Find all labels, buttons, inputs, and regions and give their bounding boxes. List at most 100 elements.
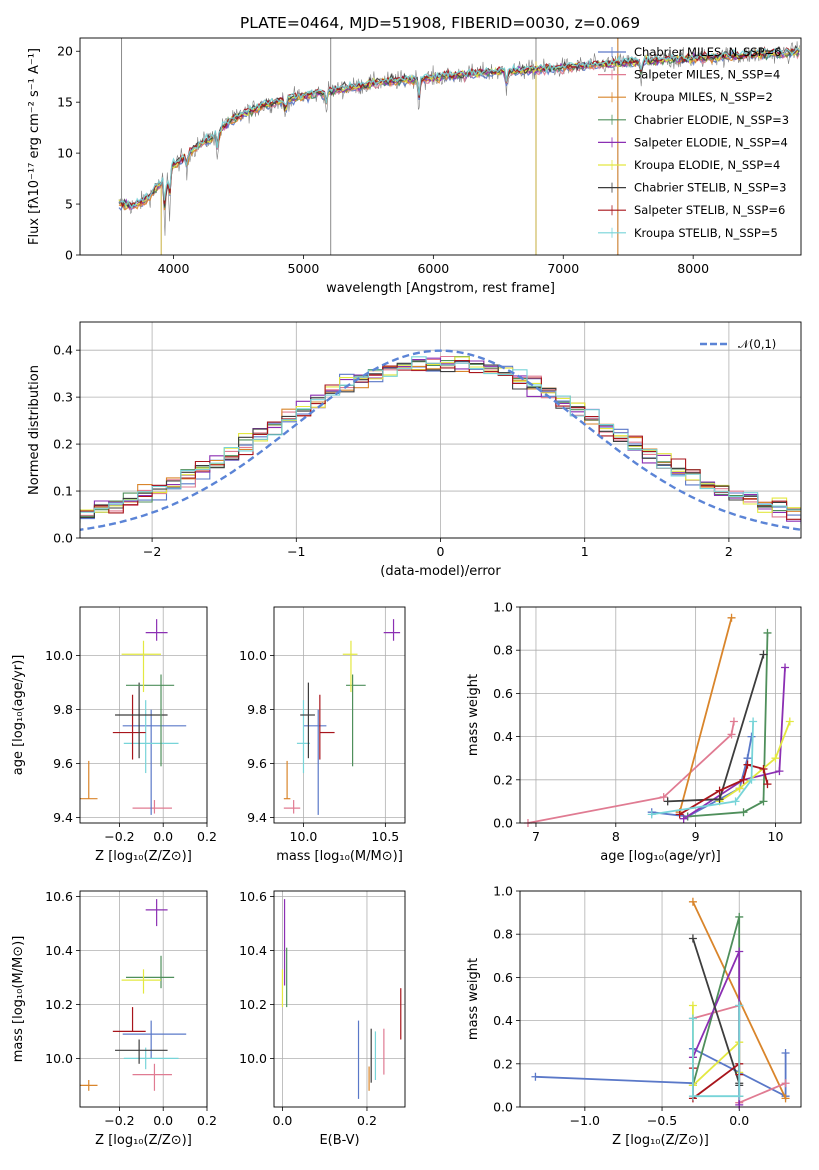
plus-marker [781,1079,790,1088]
x-tick-label: 0 [437,544,445,559]
y-tick-label: 9.8 [53,702,73,717]
mass-weight-line [692,1005,741,1098]
x-axis-label: age [log₁₀(age/yr)] [600,849,721,864]
y-tick-label: 10.2 [239,997,267,1012]
y-tick-label: 10.0 [45,1051,73,1066]
plus-marker [688,934,697,943]
x-tick-label: 0.0 [153,829,173,844]
x-tick-label: 0.0 [729,1113,749,1128]
y-tick-label: 1.0 [493,600,513,615]
x-axis-label: wavelength [Angstrom, rest frame] [326,281,555,296]
x-tick-label: 7 [532,829,540,844]
plus-marker [688,1001,697,1010]
plus-marker [763,780,772,789]
y-tick-label: 0.6 [493,686,513,701]
plus-marker [727,730,736,739]
plus-marker [749,717,758,726]
legend-label: Salpeter MILES, N_SSP=4 [634,68,780,82]
plus-marker [743,760,752,769]
plus-marker [781,1049,790,1057]
axes-4 [516,606,801,827]
axes-frame [79,37,802,256]
plus-marker [735,947,744,956]
axes-3 [270,607,405,827]
legend-label: 𝒩(0,1) [738,337,776,351]
y-axis-label: mass weight [466,674,481,756]
y-tick-label: 9.6 [53,756,73,771]
plus-marker [679,814,688,823]
x-axis-label: Z [log₁₀(Z/Z⊙)] [612,1133,709,1148]
x-tick-label: −0.2 [104,1113,134,1128]
y-tick-label: 10.2 [45,997,73,1012]
mass-weight-line [527,721,735,824]
mass-weight-line [651,736,753,818]
mass-weight-line [679,763,769,816]
plus-marker [688,897,697,906]
x-tick-label: 0.0 [273,1113,293,1128]
mass-weight-line [651,721,754,816]
legend-label: Kroupa STELIB, N_SSP=5 [634,226,778,240]
y-tick-label: 0.2 [53,437,73,452]
axes-frame [79,606,208,824]
plus-marker [735,1001,744,1010]
mass-weight-line [535,1047,787,1098]
legend-label: Chabrier ELODIE, N_SSP=3 [634,113,789,127]
model-spectrum-line [119,47,800,209]
y-tick-label: 1.0 [493,884,513,899]
plus-marker [771,754,780,763]
axes-5 [76,891,208,1111]
x-tick-label: 10.5 [371,829,399,844]
plus-marker [739,775,748,784]
axes-frame [273,890,406,1108]
x-tick-label: 5000 [288,261,320,276]
mass-weight-line [692,1005,741,1088]
axes-2 [76,607,208,827]
y-tick-label: 0.8 [493,927,513,942]
plus-marker [531,1072,540,1081]
axes-frame [519,606,802,824]
plus-marker [763,628,772,637]
x-axis-label: (data-model)/error [380,564,501,579]
axes-frame [519,890,802,1108]
legend-label: Chabrier STELIB, N_SSP=3 [634,181,786,195]
y-tick-label: 0.6 [493,970,513,985]
y-tick-label: 10.0 [239,1051,267,1066]
plus-marker [735,784,744,793]
normal-curve [80,349,801,532]
mass-weight-line [719,721,791,803]
y-tick-label: 10.4 [239,943,267,958]
x-axis-label: Z [log₁₀(Z/Z⊙)] [95,1133,192,1148]
x-tick-label: 0.2 [357,1113,377,1128]
y-tick-label: 20 [57,44,73,59]
plus-marker [659,793,668,802]
plus-marker [739,808,748,817]
x-tick-label: 7000 [547,261,579,276]
x-tick-label: −1.0 [570,1113,600,1128]
plus-marker [781,1094,790,1103]
plus-marker [781,663,790,672]
plus-marker [715,786,724,795]
plus-marker [731,797,740,806]
legend-label: Chabrier MILES, N_SSP=6 [634,45,781,59]
mass-weight-line [678,617,733,813]
y-tick-label: 9.6 [247,756,267,771]
plus-marker [735,1100,744,1109]
x-tick-label: 1 [581,544,589,559]
y-tick-label: 9.8 [247,702,267,717]
x-axis-label: Z [log₁₀(Z/Z⊙)] [95,849,192,864]
axes-frame [273,606,406,824]
plus-marker [715,795,724,804]
y-tick-label: 9.4 [247,810,267,825]
x-tick-label: 4000 [158,261,190,276]
plus-marker [759,797,768,806]
x-tick-label: 8000 [677,261,709,276]
axes-frame [79,321,802,539]
plus-marker [735,912,744,921]
y-tick-label: 10.6 [45,889,73,904]
axes-1 [76,322,801,542]
plus-marker [688,1014,697,1023]
x-tick-label: 2 [725,544,733,559]
spectrum-group [118,38,800,255]
axes-frame [79,890,208,1108]
y-axis-label: mass [log₁₀(M/M⊙)] [11,936,26,1063]
